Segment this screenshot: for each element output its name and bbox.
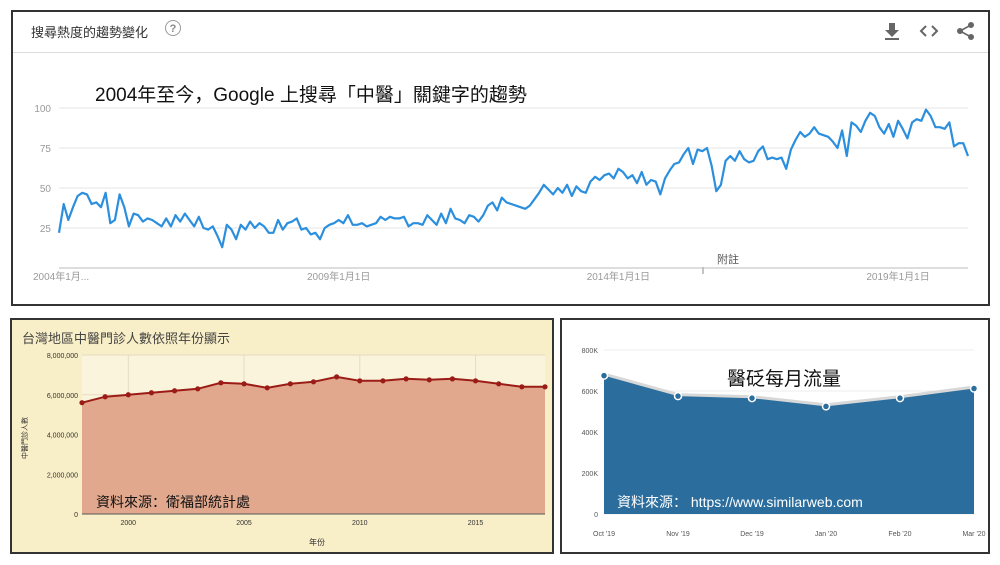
outpatient-point bbox=[542, 384, 548, 390]
traffic-point bbox=[747, 393, 757, 403]
trend-x-tick-label: 2004年1月... bbox=[33, 270, 89, 283]
google-trends-panel: 搜尋熱度的趨勢變化 ? 附註 25 50 75 100 2004年1月... 2009年1… bbox=[11, 10, 990, 306]
traffic-y-tick-label: 800K bbox=[582, 348, 599, 355]
traffic-x-tick-label: Jan '20 bbox=[815, 531, 837, 538]
outpatient-y-tick-label: 4,000,000 bbox=[47, 433, 78, 440]
outpatient-point bbox=[472, 378, 479, 384]
outpatient-x-tick-label: 2015 bbox=[468, 520, 484, 527]
outpatient-panel: 台灣地區中醫門診人數依照年份顯示 年份 中醫門診人數 0 2,000,000 4,0… bbox=[10, 318, 554, 554]
outpatient-point bbox=[79, 400, 85, 406]
outpatient-x-axis-label: 年份 bbox=[309, 537, 325, 547]
question-icon[interactable]: ? bbox=[165, 20, 181, 36]
traffic-panel: 0 200K 400K 600K 800K Oct '19 Nov '19 Dec '19 Ja… bbox=[560, 318, 990, 554]
outpatient-y-tick-label: 2,000,000 bbox=[47, 472, 78, 479]
traffic-point bbox=[673, 391, 683, 401]
outpatient-point bbox=[102, 394, 108, 400]
traffic-chart: 0 200K 400K 600K 800K Oct '19 Nov '19 Dec '19 Ja… bbox=[582, 348, 986, 538]
outpatient-y-tick-label: 0 bbox=[74, 512, 78, 519]
trend-y-tick-label: 75 bbox=[40, 144, 52, 155]
outpatient-point bbox=[449, 376, 455, 382]
trend-x-tick-label: 2019年1月1日 bbox=[866, 270, 929, 283]
traffic-x-tick-label: Dec '19 bbox=[740, 531, 764, 538]
outpatient-point bbox=[519, 384, 525, 390]
outpatient-x-tick-label: 2005 bbox=[236, 520, 252, 527]
traffic-point bbox=[969, 384, 979, 393]
outpatient-chart: 年份 中醫門診人數 0 2,000,000 4,000,000 6,000,000 8,… bbox=[20, 353, 548, 547]
share-icon[interactable] bbox=[955, 20, 977, 42]
outpatient-point bbox=[264, 385, 270, 391]
note-label: 附註 bbox=[717, 252, 739, 266]
traffic-source: 資料來源： https://www.similarweb.com bbox=[617, 494, 863, 510]
outpatient-point bbox=[403, 376, 409, 382]
traffic-y-tick-label: 400K bbox=[582, 430, 599, 437]
outpatient-point bbox=[148, 390, 155, 396]
traffic-y-tick-label: 600K bbox=[582, 389, 599, 396]
traffic-x-tick-label: Mar '20 bbox=[962, 531, 985, 538]
outpatient-x-tick-label: 2010 bbox=[352, 520, 368, 527]
outpatient-x-tick-label: 2000 bbox=[121, 520, 137, 527]
trend-y-tick-label: 100 bbox=[34, 104, 51, 115]
trend-x-tick-label: 2009年1月1日 bbox=[307, 270, 370, 283]
traffic-area bbox=[604, 375, 974, 514]
traffic-point bbox=[895, 393, 905, 403]
outpatient-source: 資料來源：衛福部統計處 bbox=[96, 494, 250, 510]
traffic-x-tick-label: Oct '19 bbox=[593, 531, 615, 538]
traffic-overlay-title: 醫砭每月流量 bbox=[727, 369, 842, 390]
outpatient-point bbox=[287, 381, 293, 387]
trends-overlay-title: 2004年至今，Google 上搜尋「中醫」關鍵字的趨勢 bbox=[95, 85, 527, 106]
download-icon[interactable] bbox=[881, 20, 903, 42]
traffic-y-tick-label: 0 bbox=[594, 512, 598, 519]
outpatient-point bbox=[195, 386, 201, 392]
outpatient-point bbox=[125, 392, 131, 398]
outpatient-title: 台灣地區中醫門診人數依照年份顯示 bbox=[22, 331, 231, 346]
embed-icon[interactable] bbox=[918, 20, 940, 42]
outpatient-point bbox=[496, 381, 502, 387]
traffic-y-tick-label: 200K bbox=[582, 471, 599, 478]
outpatient-point bbox=[172, 388, 178, 394]
traffic-point bbox=[599, 371, 609, 380]
outpatient-y-axis-label: 中醫門診人數 bbox=[20, 417, 29, 459]
trend-chart: 附註 25 50 75 100 2004年1月... 2009年1月1日 2014年1月1日… bbox=[33, 104, 970, 283]
outpatient-point bbox=[218, 380, 224, 386]
trend-series-line bbox=[57, 108, 970, 249]
outpatient-y-tick-label: 8,000,000 bbox=[47, 353, 78, 360]
traffic-x-tick-label: Feb '20 bbox=[888, 531, 911, 538]
outpatient-area bbox=[82, 376, 545, 514]
trend-x-tick-label: 2014年1月1日 bbox=[587, 270, 650, 283]
traffic-x-tick-label: Nov '19 bbox=[666, 531, 690, 538]
outpatient-point bbox=[310, 379, 317, 385]
outpatient-point bbox=[334, 374, 340, 380]
trends-header-title: 搜尋熱度的趨勢變化 bbox=[31, 25, 149, 40]
trend-y-tick-label: 50 bbox=[40, 184, 52, 195]
traffic-point bbox=[821, 402, 831, 411]
trend-y-tick-label: 25 bbox=[40, 224, 52, 235]
outpatient-y-tick-label: 6,000,000 bbox=[47, 393, 78, 400]
outpatient-point bbox=[426, 377, 432, 383]
header-divider bbox=[13, 52, 988, 53]
outpatient-point bbox=[357, 378, 363, 384]
outpatient-point bbox=[241, 381, 247, 387]
traffic-line-halo bbox=[603, 372, 975, 410]
outpatient-point bbox=[380, 378, 386, 384]
